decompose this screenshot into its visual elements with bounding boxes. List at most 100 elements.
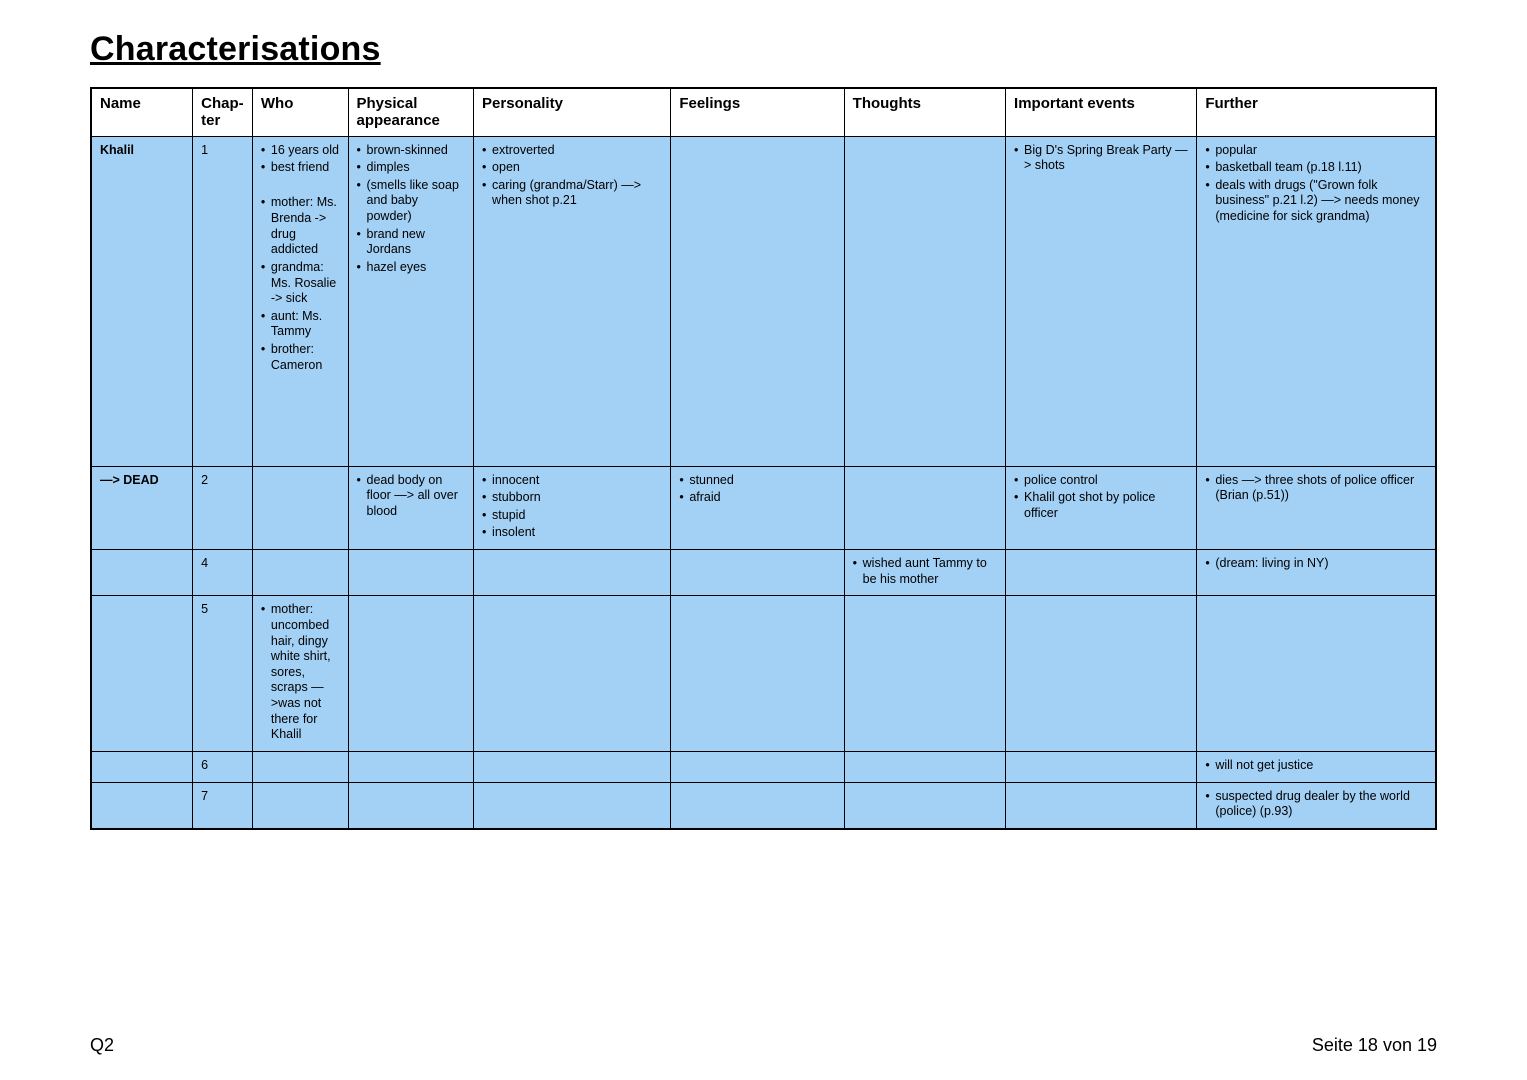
list-item: dies —> three shots of police officer (B…	[1205, 473, 1427, 504]
cell-name: Khalil	[91, 136, 193, 466]
list-item: best friend	[261, 160, 340, 176]
list-item: deals with drugs ("Grown folk business" …	[1205, 178, 1427, 225]
characterisation-table: Name Chap-ter Who Physical appearance Pe…	[90, 87, 1437, 830]
col-who: Who	[252, 88, 348, 136]
list-item: stunned	[679, 473, 835, 489]
footer-right: Seite 18 von 19	[1312, 1035, 1437, 1056]
table-row: Khalil116 years oldbest friend.mother: M…	[91, 136, 1436, 466]
cell-name	[91, 751, 193, 782]
table-cell: innocentstubbornstupidinsolent	[474, 466, 671, 550]
list-item: stubborn	[482, 490, 662, 506]
list-item: brother: Cameron	[261, 342, 340, 373]
table-cell	[671, 596, 844, 752]
list-item: open	[482, 160, 662, 176]
list-item: wished aunt Tammy to be his mother	[853, 556, 997, 587]
table-cell: 16 years oldbest friend.mother: Ms. Bren…	[252, 136, 348, 466]
list-item: 16 years old	[261, 143, 340, 159]
cell-name	[91, 550, 193, 596]
table-cell	[1006, 596, 1197, 752]
col-chapter: Chap-ter	[193, 88, 253, 136]
table-cell	[1006, 751, 1197, 782]
table-row: 6 will not get justice	[91, 751, 1436, 782]
table-cell	[671, 782, 844, 829]
table-cell	[252, 751, 348, 782]
table-cell: will not get justice	[1197, 751, 1436, 782]
table-cell	[1006, 782, 1197, 829]
col-thoughts: Thoughts	[844, 88, 1005, 136]
table-cell: brown-skinneddimples (smells like soap an…	[348, 136, 474, 466]
list-item: caring (grandma/Starr) —> when shot p.21	[482, 178, 662, 209]
table-cell	[844, 751, 1005, 782]
list-item: brand new Jordans	[357, 227, 466, 258]
list-item: afraid	[679, 490, 835, 506]
table-cell	[348, 782, 474, 829]
table-cell	[252, 550, 348, 596]
col-physical: Physical appearance	[348, 88, 474, 136]
col-name: Name	[91, 88, 193, 136]
page-title: Characterisations	[90, 30, 1437, 69]
table-header-row: Name Chap-ter Who Physical appearance Pe…	[91, 88, 1436, 136]
list-item: will not get justice	[1205, 758, 1427, 774]
table-cell	[1197, 596, 1436, 752]
list-item: mother: Ms. Brenda -> drug addicted	[261, 195, 340, 258]
table-cell	[671, 751, 844, 782]
table-row: 5mother: uncombed hair, dingy white shir…	[91, 596, 1436, 752]
table-cell	[844, 596, 1005, 752]
table-cell: popularbasketball team (p.18 l.11) deals …	[1197, 136, 1436, 466]
list-item: hazel eyes	[357, 260, 466, 276]
col-personality: Personality	[474, 88, 671, 136]
page: Characterisations Name Chap-ter Who Phys…	[0, 0, 1527, 1080]
list-item: popular	[1205, 143, 1427, 159]
cell-name	[91, 596, 193, 752]
list-item: basketball team (p.18 l.11)	[1205, 160, 1427, 176]
table-cell	[252, 782, 348, 829]
table-cell	[348, 550, 474, 596]
list-item: stupid	[482, 508, 662, 524]
table-cell	[671, 550, 844, 596]
table-cell: Big D's Spring Break Party —> shots	[1006, 136, 1197, 466]
list-item: (smells like soap and baby powder)	[357, 178, 466, 225]
table-cell: suspected drug dealer by the world (poli…	[1197, 782, 1436, 829]
table-cell: dies —> three shots of police officer (B…	[1197, 466, 1436, 550]
table-cell: dead body on floor —> all over blood	[348, 466, 474, 550]
cell-chapter: 7	[193, 782, 253, 829]
list-item: police control	[1014, 473, 1188, 489]
list-item: brown-skinned	[357, 143, 466, 159]
table-cell	[474, 550, 671, 596]
cell-name	[91, 782, 193, 829]
cell-chapter: 6	[193, 751, 253, 782]
table-cell: wished aunt Tammy to be his mother	[844, 550, 1005, 596]
cell-chapter: 5	[193, 596, 253, 752]
table-body: Khalil116 years oldbest friend.mother: M…	[91, 136, 1436, 829]
table-cell	[474, 782, 671, 829]
list-item: Big D's Spring Break Party —> shots	[1014, 143, 1188, 174]
cell-chapter: 1	[193, 136, 253, 466]
table-row: 4wished aunt Tammy to be his mother(drea…	[91, 550, 1436, 596]
list-item: (dream: living in NY)	[1205, 556, 1427, 572]
table-row: 7 suspected drug dealer by the world (pol…	[91, 782, 1436, 829]
table-cell: stunnedafraid	[671, 466, 844, 550]
list-item: extroverted	[482, 143, 662, 159]
page-footer: Q2 Seite 18 von 19	[90, 1035, 1437, 1056]
footer-left: Q2	[90, 1035, 114, 1056]
table-cell	[671, 136, 844, 466]
list-item: dead body on floor —> all over blood	[357, 473, 466, 520]
cell-name: —> DEAD	[91, 466, 193, 550]
table-row: —> DEAD2 dead body on floor —> all over b…	[91, 466, 1436, 550]
table-cell	[252, 466, 348, 550]
table-cell	[474, 596, 671, 752]
list-item: aunt: Ms. Tammy	[261, 309, 340, 340]
table-cell	[1006, 550, 1197, 596]
list-item: suspected drug dealer by the world (poli…	[1205, 789, 1427, 820]
table-cell	[348, 596, 474, 752]
col-further: Further	[1197, 88, 1436, 136]
table-cell	[474, 751, 671, 782]
cell-chapter: 2	[193, 466, 253, 550]
col-feelings: Feelings	[671, 88, 844, 136]
list-item: Khalil got shot by police officer	[1014, 490, 1188, 521]
col-events: Important events	[1006, 88, 1197, 136]
table-cell	[348, 751, 474, 782]
list-item: dimples	[357, 160, 466, 176]
table-cell: (dream: living in NY)	[1197, 550, 1436, 596]
list-item: mother: uncombed hair, dingy white shirt…	[261, 602, 340, 743]
